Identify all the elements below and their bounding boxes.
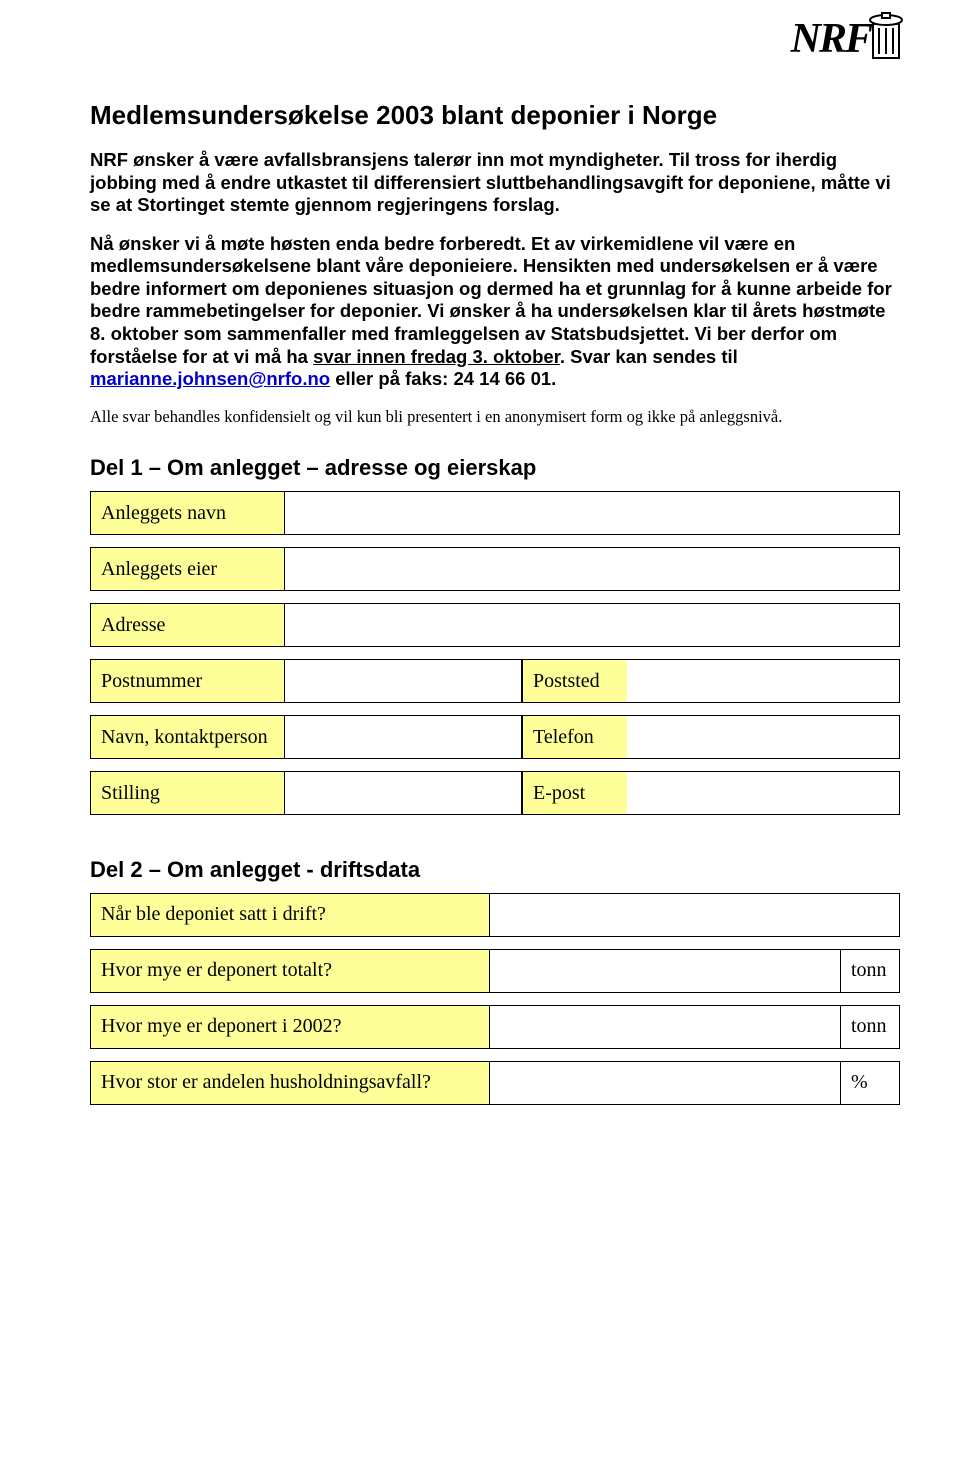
label-poststed: Poststed xyxy=(522,659,628,703)
unit-husholdningsavfall: % xyxy=(840,1061,900,1105)
input-kontaktperson[interactable] xyxy=(284,715,522,759)
nrf-logo-text: NRF xyxy=(791,16,871,62)
row-drift-start: Når ble deponiet satt i drift? xyxy=(90,893,900,937)
intro-paragraph-2: Nå ønsker vi å møte høsten enda bedre fo… xyxy=(90,233,900,391)
row-deponert-totalt: Hvor mye er deponert totalt? tonn xyxy=(90,949,900,993)
label-drift-start: Når ble deponiet satt i drift? xyxy=(90,893,490,937)
section-2-heading: Del 2 – Om anlegget - driftsdata xyxy=(90,857,900,883)
confidentiality-note: Alle svar behandles konfidensielt og vil… xyxy=(90,407,900,427)
label-husholdningsavfall: Hvor stor er andelen husholdningsavfall? xyxy=(90,1061,490,1105)
row-husholdningsavfall: Hvor stor er andelen husholdningsavfall?… xyxy=(90,1061,900,1105)
input-anleggets-navn[interactable] xyxy=(284,491,900,535)
label-postnummer: Postnummer xyxy=(90,659,285,703)
input-telefon[interactable] xyxy=(627,715,900,759)
unit-deponert-2002: tonn xyxy=(840,1005,900,1049)
input-husholdningsavfall[interactable] xyxy=(489,1061,841,1105)
input-deponert-totalt[interactable] xyxy=(489,949,841,993)
input-stilling[interactable] xyxy=(284,771,522,815)
label-epost: E-post xyxy=(522,771,628,815)
input-deponert-2002[interactable] xyxy=(489,1005,841,1049)
intro-p2-post: eller på faks: 24 14 66 01. xyxy=(330,368,556,389)
row-anleggets-navn: Anleggets navn xyxy=(90,491,900,535)
input-postnummer[interactable] xyxy=(284,659,522,703)
input-drift-start[interactable] xyxy=(489,893,900,937)
label-adresse: Adresse xyxy=(90,603,285,647)
trash-bin-icon xyxy=(867,12,905,62)
page-title: Medlemsundersøkelse 2003 blant deponier … xyxy=(90,100,900,131)
intro-p2-mid: . Svar kan sendes til xyxy=(560,346,738,367)
label-anleggets-navn: Anleggets navn xyxy=(90,491,285,535)
page: NRF Medlemsundersøkelse 2003 blant depon… xyxy=(0,0,960,1460)
input-epost[interactable] xyxy=(627,771,900,815)
input-adresse[interactable] xyxy=(284,603,900,647)
row-kontaktperson-telefon: Navn, kontaktperson Telefon xyxy=(90,715,900,759)
row-anleggets-eier: Anleggets eier xyxy=(90,547,900,591)
intro-paragraph-1: NRF ønsker å være avfallsbransjens taler… xyxy=(90,149,900,217)
deadline-text: svar innen fredag 3. oktober xyxy=(313,346,560,367)
input-anleggets-eier[interactable] xyxy=(284,547,900,591)
label-deponert-2002: Hvor mye er deponert i 2002? xyxy=(90,1005,490,1049)
contact-email-link[interactable]: marianne.johnsen@nrfo.no xyxy=(90,368,330,389)
row-adresse: Adresse xyxy=(90,603,900,647)
row-deponert-2002: Hvor mye er deponert i 2002? tonn xyxy=(90,1005,900,1049)
input-poststed[interactable] xyxy=(627,659,900,703)
label-anleggets-eier: Anleggets eier xyxy=(90,547,285,591)
label-stilling: Stilling xyxy=(90,771,285,815)
row-postnummer-poststed: Postnummer Poststed xyxy=(90,659,900,703)
row-stilling-epost: Stilling E-post xyxy=(90,771,900,815)
section-1-heading: Del 1 – Om anlegget – adresse og eierska… xyxy=(90,455,900,481)
nrf-logo: NRF xyxy=(791,18,905,62)
unit-deponert-totalt: tonn xyxy=(840,949,900,993)
label-telefon: Telefon xyxy=(522,715,628,759)
label-kontaktperson: Navn, kontaktperson xyxy=(90,715,285,759)
label-deponert-totalt: Hvor mye er deponert totalt? xyxy=(90,949,490,993)
